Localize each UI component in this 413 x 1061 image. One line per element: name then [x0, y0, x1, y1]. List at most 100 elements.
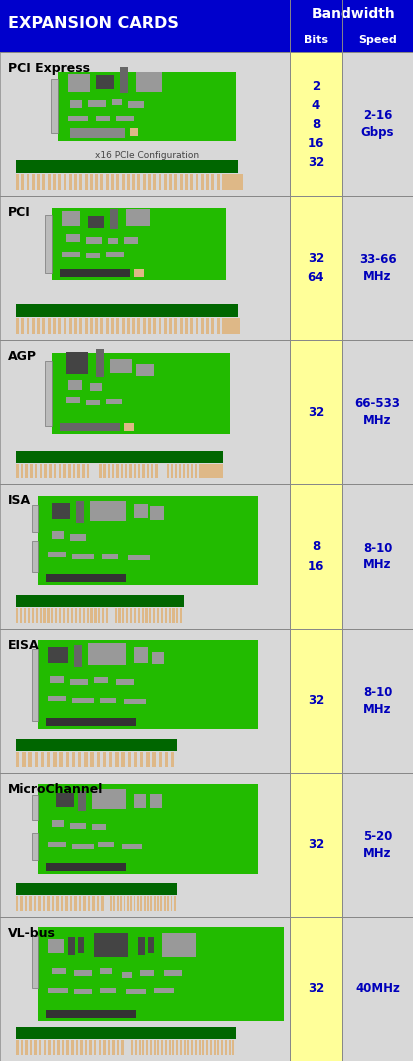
Bar	[183, 1040, 185, 1055]
Bar	[169, 318, 172, 334]
Bar	[167, 464, 169, 479]
Bar	[32, 174, 35, 190]
Bar	[227, 318, 230, 334]
Bar	[0, 341, 290, 485]
Bar	[79, 174, 82, 190]
Bar	[66, 397, 80, 403]
Bar	[56, 794, 74, 807]
Bar	[217, 1040, 219, 1055]
Bar	[45, 215, 52, 273]
Text: PCI: PCI	[8, 206, 31, 220]
Bar	[130, 608, 132, 623]
Bar	[342, 917, 413, 1061]
Bar	[51, 608, 53, 623]
Text: EXPANSION CARDS: EXPANSION CARDS	[8, 17, 179, 32]
Bar	[112, 100, 122, 105]
Bar	[92, 789, 126, 810]
Bar	[134, 504, 148, 519]
Bar	[16, 174, 19, 190]
Bar	[206, 318, 209, 334]
Bar	[57, 1040, 60, 1055]
Bar	[126, 209, 150, 226]
Text: 32: 32	[308, 694, 324, 707]
Bar	[117, 895, 119, 910]
Bar	[25, 1040, 28, 1055]
Bar	[154, 988, 174, 992]
Bar	[16, 752, 19, 767]
Bar	[179, 464, 181, 479]
Bar	[32, 649, 38, 720]
Bar	[112, 1040, 115, 1055]
Bar	[90, 383, 102, 392]
Text: x16 PCIe Configuration: x16 PCIe Configuration	[95, 152, 199, 160]
Bar	[165, 752, 168, 767]
Bar	[290, 485, 342, 628]
Bar	[121, 318, 124, 334]
Bar	[121, 464, 123, 479]
Bar	[94, 1040, 97, 1055]
Bar	[96, 75, 114, 89]
Bar	[174, 318, 177, 334]
Bar	[201, 318, 204, 334]
Bar	[146, 752, 150, 767]
Bar	[180, 608, 182, 623]
Bar	[16, 305, 238, 317]
Text: ISA: ISA	[8, 494, 31, 507]
Bar	[58, 72, 236, 141]
Bar	[52, 820, 64, 828]
Bar	[39, 1040, 41, 1055]
Bar	[55, 608, 57, 623]
Bar	[43, 1040, 46, 1055]
Bar	[16, 895, 19, 910]
Bar	[16, 1027, 236, 1040]
Bar	[53, 174, 56, 190]
Bar	[65, 895, 68, 910]
Bar	[43, 608, 45, 623]
Bar	[106, 174, 109, 190]
Bar	[129, 464, 132, 479]
Bar	[106, 318, 109, 334]
Bar	[342, 52, 413, 196]
Bar	[153, 174, 156, 190]
Bar	[66, 234, 80, 242]
Bar	[75, 608, 77, 623]
Bar	[171, 464, 173, 479]
Bar	[290, 628, 342, 772]
Bar	[28, 752, 32, 767]
Bar	[70, 128, 125, 138]
Bar	[164, 318, 167, 334]
Bar	[217, 174, 220, 190]
Bar	[69, 318, 72, 334]
Text: 5-20
MHz: 5-20 MHz	[363, 830, 392, 859]
Bar	[103, 752, 106, 767]
Bar	[70, 895, 72, 910]
Bar	[43, 318, 45, 334]
Bar	[71, 1040, 74, 1055]
Bar	[201, 174, 204, 190]
Bar	[43, 174, 45, 190]
Bar	[102, 608, 104, 623]
Bar	[187, 464, 189, 479]
Bar	[110, 209, 118, 229]
Bar	[222, 318, 225, 334]
Bar	[342, 772, 413, 917]
Bar	[148, 174, 151, 190]
Bar	[28, 608, 30, 623]
Bar	[162, 933, 196, 957]
Bar	[32, 608, 34, 623]
Bar	[155, 464, 158, 479]
Bar	[109, 752, 112, 767]
Bar	[89, 1040, 92, 1055]
Bar	[167, 895, 169, 910]
Bar	[86, 254, 100, 258]
Bar	[150, 1040, 152, 1055]
Bar	[64, 318, 66, 334]
Bar	[22, 752, 26, 767]
Text: VL-bus: VL-bus	[8, 927, 56, 940]
Bar	[169, 608, 171, 623]
Bar	[90, 608, 93, 623]
Bar	[161, 1040, 163, 1055]
Bar	[16, 595, 184, 607]
Bar	[214, 1040, 216, 1055]
Bar	[147, 464, 149, 479]
